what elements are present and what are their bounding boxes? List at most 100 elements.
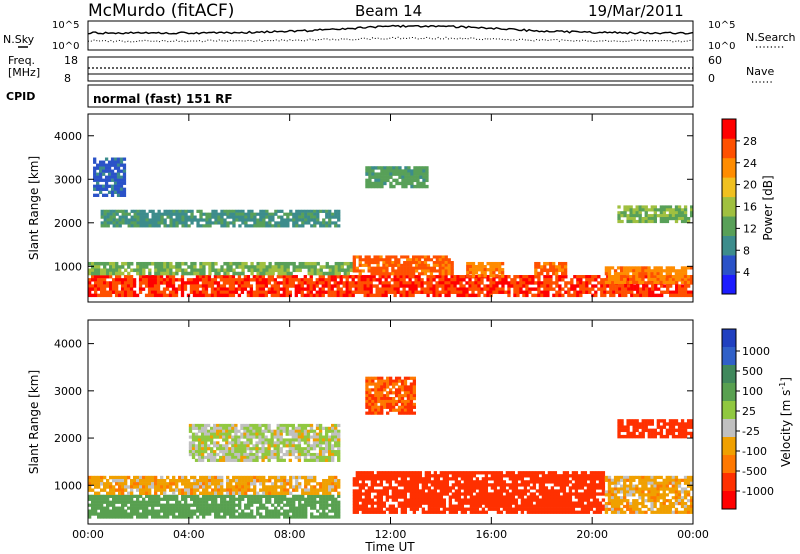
heatmap-cell (417, 261, 422, 265)
heatmap-cell (244, 261, 248, 266)
heatmap-cell (99, 187, 103, 191)
heatmap-cell (663, 284, 667, 288)
heatmap-cell (274, 475, 278, 480)
heatmap-cell (607, 484, 612, 488)
heatmap-cell (99, 287, 104, 291)
heatmap-cell (433, 471, 438, 475)
heatmap-cell (175, 218, 179, 222)
heatmap-cell (662, 277, 666, 282)
heatmap-cell (397, 501, 401, 505)
heatmap-cell (574, 474, 579, 478)
heatmap-cell (295, 478, 299, 483)
heatmap-cell (166, 215, 170, 219)
heatmap-cell (169, 224, 173, 228)
heatmap-cell (277, 512, 281, 516)
heatmap-cell (400, 379, 405, 383)
heatmap-cell (397, 385, 402, 389)
heatmap-cell (136, 512, 140, 516)
heatmap-cell (586, 483, 591, 487)
heatmap-cell (395, 166, 399, 170)
heatmap-cell (321, 284, 325, 288)
heatmap-cell (337, 218, 341, 222)
heatmap-cell (686, 219, 691, 224)
heatmap-cell (420, 261, 425, 265)
heatmap-cell (103, 221, 107, 225)
heatmap-cell (457, 507, 462, 511)
heatmap-cell (626, 205, 630, 209)
heatmap-cell (310, 506, 314, 510)
heatmap-cell (241, 218, 245, 222)
heatmap-cell (577, 504, 582, 508)
heatmap-cell (426, 275, 430, 279)
heatmap-cell (421, 489, 426, 493)
heatmap-cell (529, 495, 534, 499)
heatmap-cell (286, 503, 290, 507)
heatmap-cell (193, 494, 197, 498)
heatmap-cell (207, 284, 212, 288)
heatmap-cell (101, 184, 106, 188)
heatmap-cell (540, 265, 544, 269)
heatmap-cell (336, 281, 340, 285)
heatmap-cell (172, 475, 176, 480)
heatmap-cell (619, 499, 624, 503)
heatmap-cell (265, 478, 269, 483)
heatmap-cell (355, 474, 359, 478)
heatmap-cell (441, 281, 445, 285)
heatmap-cell (97, 497, 101, 501)
heatmap-cell (333, 275, 337, 279)
heatmap-cell (127, 506, 131, 510)
heatmap-cell (222, 290, 227, 294)
heatmap-cell (478, 486, 483, 490)
heatmap-cell (389, 402, 393, 407)
heatmap-cell (478, 498, 483, 502)
heatmap-cell (298, 500, 302, 504)
heatmap-cell (650, 484, 654, 488)
heatmap-cell (389, 166, 393, 170)
heatmap-cell (511, 507, 516, 511)
heatmap-cell (374, 397, 378, 401)
heatmap-cell (406, 504, 411, 508)
heatmap-cell (537, 293, 541, 298)
heatmap-cell (638, 478, 642, 482)
heatmap-cell (366, 290, 370, 294)
heatmap-cell (544, 474, 549, 478)
heatmap-cell (424, 501, 429, 505)
heatmap-cell (216, 293, 221, 298)
heatmap-cell (380, 402, 384, 407)
heatmap-cell (380, 382, 384, 386)
heatmap-cell (613, 507, 618, 512)
heatmap-cell (235, 478, 239, 483)
heatmap-cell (541, 501, 546, 505)
heatmap-cell (604, 504, 609, 509)
heatmap-cell (271, 224, 275, 228)
heatmap-cell (222, 284, 227, 288)
heatmap-cell (568, 495, 573, 499)
heatmap-cell (638, 208, 642, 212)
heatmap-cell (469, 504, 474, 508)
heatmap-cell (241, 478, 245, 483)
heatmap-cell (585, 284, 589, 288)
heatmap-cell (559, 483, 564, 487)
heatmap-cell (360, 290, 364, 294)
heatmap-cell (632, 493, 636, 497)
colorbar-tick-label: 12 (743, 222, 757, 235)
heatmap-cell (286, 212, 290, 216)
heatmap-cell (380, 391, 384, 395)
heatmap-cell (207, 278, 212, 282)
heatmap-cell (389, 405, 393, 409)
heatmap-cell (99, 275, 104, 279)
heatmap-cell (568, 501, 573, 505)
heatmap-cell (205, 482, 209, 486)
heatmap-cell (586, 498, 591, 502)
heatmap-cell (395, 172, 399, 176)
heatmap-cell (469, 501, 474, 505)
heatmap-cell (369, 281, 373, 285)
heatmap-cell (627, 287, 631, 291)
heatmap-cell (280, 271, 284, 276)
heatmap-cell (382, 266, 386, 270)
heatmap-cell (385, 255, 389, 259)
heatmap-cell (546, 284, 550, 288)
heatmap-cell (175, 494, 179, 498)
heatmap-cell (616, 510, 621, 514)
